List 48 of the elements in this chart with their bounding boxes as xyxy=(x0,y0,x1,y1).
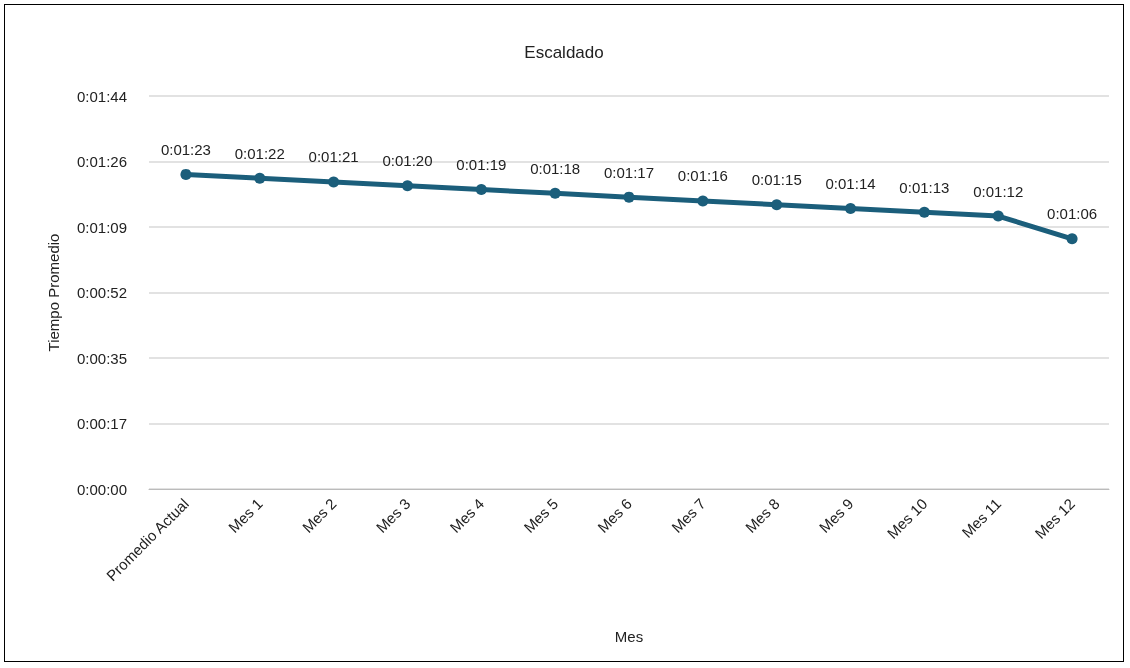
data-label: 0:01:18 xyxy=(530,159,581,177)
point xyxy=(475,184,487,196)
x-tick-label: Mes 10 xyxy=(883,494,931,542)
point xyxy=(623,191,635,203)
point xyxy=(845,203,857,214)
x-tick-label: Mes 8 xyxy=(741,494,783,536)
x-axis-title: Mes xyxy=(614,628,644,645)
y-tick-label: 0:01:26 xyxy=(76,153,127,170)
y-tick-label: 0:00:35 xyxy=(76,349,127,367)
x-tick-label: Mes 5 xyxy=(520,494,562,536)
data-label: 0:01:15 xyxy=(751,171,802,189)
y-tick-label: 0:00:17 xyxy=(76,415,127,432)
x-tick-label: Mes 6 xyxy=(594,494,636,536)
point xyxy=(328,176,340,188)
x-tick-label: Mes 9 xyxy=(815,494,857,536)
point xyxy=(1066,233,1078,245)
point xyxy=(401,180,413,192)
data-label: 0:01:19 xyxy=(456,156,507,174)
point xyxy=(549,187,561,199)
x-tick-label: Mes 2 xyxy=(298,494,340,536)
x-tick-label: Mes 11 xyxy=(958,494,1005,541)
point xyxy=(771,199,783,211)
data-label: 0:01:12 xyxy=(973,182,1024,200)
y-tick-label: 0:01:44 xyxy=(76,87,127,105)
y-tick-label: 0:00:52 xyxy=(76,284,127,301)
point xyxy=(992,210,1004,222)
x-tick-label: Mes 7 xyxy=(667,494,709,536)
data-label: 0:01:21 xyxy=(308,148,359,166)
x-tick-label: Mes 12 xyxy=(1031,494,1079,542)
data-label: 0:01:20 xyxy=(382,152,433,170)
point xyxy=(254,172,266,184)
x-tick-label: Mes 4 xyxy=(446,494,488,536)
y-tick-label: 0:01:09 xyxy=(76,218,127,236)
data-label: 0:01:13 xyxy=(899,178,950,196)
chart-title: Escaldado xyxy=(524,43,604,62)
data-label: 0:01:14 xyxy=(825,175,876,192)
x-tick-label: Mes 1 xyxy=(224,494,266,536)
point xyxy=(697,195,709,207)
y-tick-label: 0:00:00 xyxy=(76,480,127,498)
y-axis-title: Tiempo Promedio xyxy=(45,233,62,352)
data-label: 0:01:23 xyxy=(160,140,211,158)
data-label: 0:01:06 xyxy=(1047,205,1098,223)
x-tick-label: Mes 3 xyxy=(372,494,414,536)
data-label: 0:01:17 xyxy=(603,163,655,181)
point xyxy=(180,168,192,180)
data-label: 0:01:22 xyxy=(234,144,285,162)
data-label: 0:01:16 xyxy=(677,167,728,185)
point xyxy=(918,206,930,218)
